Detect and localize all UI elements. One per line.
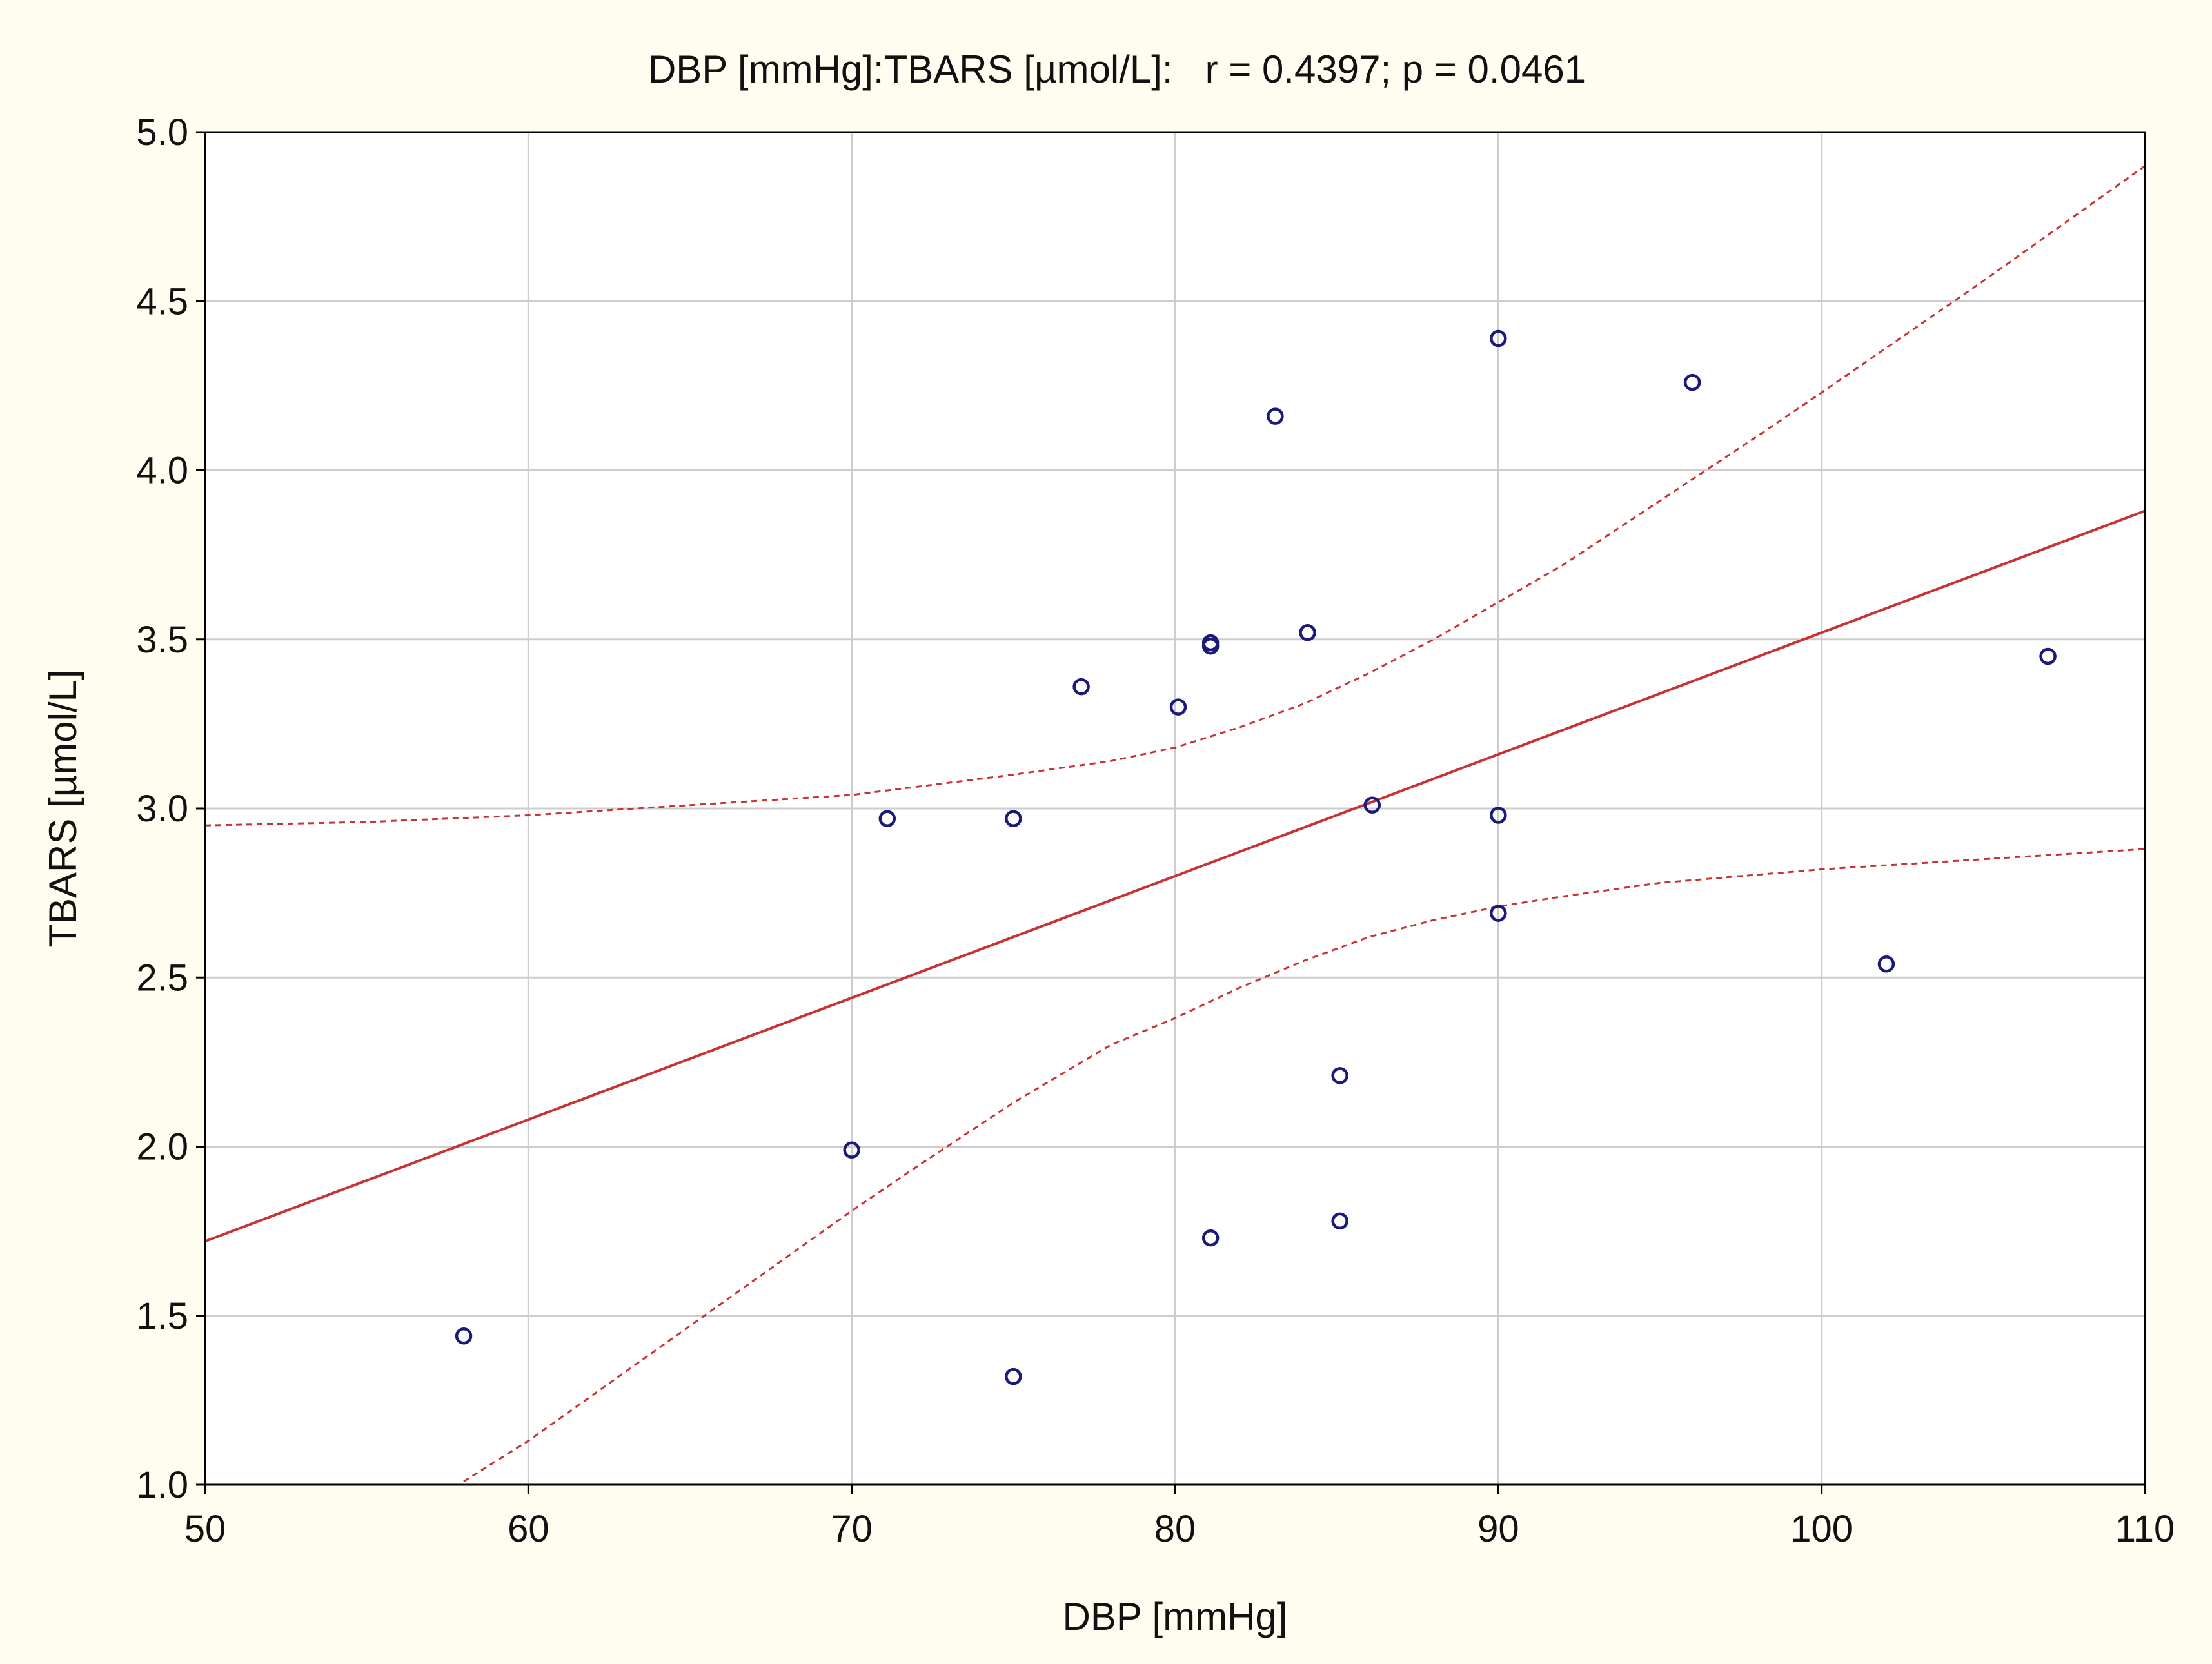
- data-points: [455, 329, 2057, 1385]
- data-point: [1683, 373, 1701, 391]
- x-tick-label: 80: [1154, 1508, 1196, 1550]
- y-tick-label: 1.5: [136, 1295, 188, 1337]
- data-point: [1201, 1229, 1220, 1247]
- data-point: [1169, 698, 1187, 716]
- y-tick-label: 5.0: [136, 112, 188, 153]
- data-point: [455, 1327, 473, 1345]
- data-point: [1267, 407, 1284, 425]
- x-tick-label: 50: [184, 1508, 226, 1550]
- confidence-bands: [205, 165, 2145, 1483]
- data-point: [1490, 807, 1507, 824]
- chart-title: DBP [mmHg]:TBARS [µmol/L]: r = 0.4397; p…: [648, 48, 1586, 91]
- x-axis-label: DBP [mmHg]: [1063, 1595, 1288, 1638]
- data-point: [1490, 905, 1507, 922]
- data-point: [1331, 1067, 1348, 1084]
- data-point: [1072, 678, 1090, 696]
- y-tick-label: 4.0: [136, 450, 188, 492]
- confidence-band-upper: [205, 165, 2145, 827]
- data-point: [1299, 624, 1316, 641]
- y-tick-label: 1.0: [136, 1464, 188, 1506]
- x-tick-label: 110: [2115, 1508, 2175, 1550]
- regression-line: [205, 509, 2145, 1243]
- data-point: [843, 1141, 860, 1159]
- data-point: [2039, 647, 2057, 665]
- x-tick-label: 60: [508, 1508, 549, 1550]
- data-point: [1877, 955, 1895, 973]
- y-tick-label: 2.5: [136, 957, 188, 999]
- regression-line-group: [205, 509, 2145, 1243]
- data-point: [878, 810, 896, 827]
- y-tick-label: 3.5: [136, 619, 188, 661]
- data-point: [1363, 796, 1381, 814]
- x-tick-label: 90: [1477, 1508, 1519, 1550]
- data-point: [1490, 329, 1507, 347]
- y-tick-label: 4.5: [136, 280, 188, 322]
- axis-ticks: 50 60 70 80 90 100 110 1.0 1.5 2.0 2.5 3.0 3.5 4.0 4.5…: [136, 112, 2175, 1550]
- x-tick-label: 100: [1790, 1508, 1853, 1550]
- data-point: [1005, 1367, 1022, 1385]
- confidence-band-lower: [463, 848, 2145, 1483]
- data-point: [1201, 634, 1220, 652]
- grid: [205, 132, 2145, 1485]
- data-point: [1331, 1212, 1348, 1230]
- y-tick-label: 3.0: [136, 788, 188, 830]
- y-tick-label: 2.0: [136, 1126, 188, 1168]
- x-tick-label: 70: [831, 1508, 873, 1550]
- y-axis-label: TBARS [µmol/L]: [41, 669, 84, 947]
- data-point: [1005, 810, 1022, 827]
